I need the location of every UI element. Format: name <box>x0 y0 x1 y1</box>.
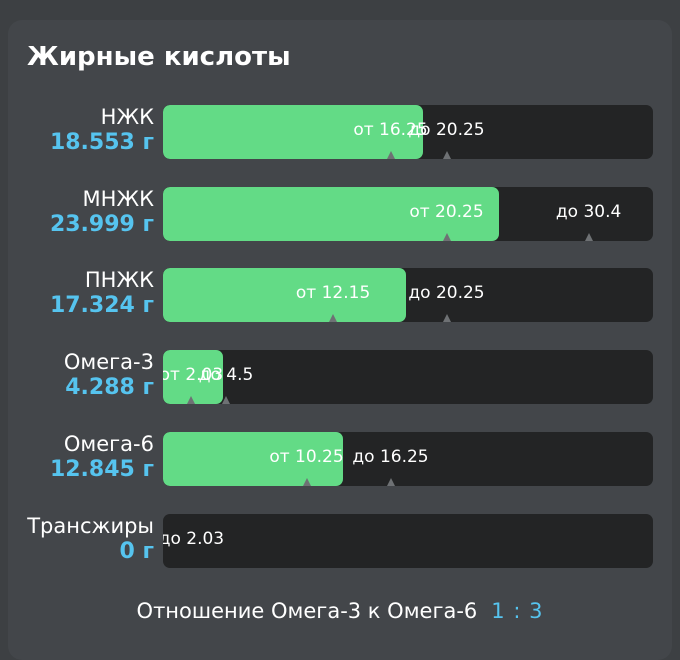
min-marker <box>386 151 395 159</box>
nutrient-name: МНЖК <box>82 187 154 211</box>
nutrient-label: МНЖК 23.999 г <box>50 186 154 238</box>
nutrient-bar: от 2.03 до 4.5 <box>163 350 653 404</box>
min-marker <box>329 314 338 322</box>
nutrient-bar-fill <box>163 350 224 404</box>
nutrient-amount: 0 г <box>119 539 154 564</box>
nutrient-row-trans-fats: Трансжиры 0 г до 2.03 <box>0 514 680 568</box>
nutrient-name: Трансжиры <box>27 514 154 538</box>
nutrient-bar-fill <box>163 432 343 486</box>
nutrient-row-mufa: МНЖК 23.999 г от 20.25 до 30.4 <box>0 187 680 241</box>
nutrient-row-omega6: Омега-6 12.845 г от 10.25 до 16.25 <box>0 432 680 486</box>
max-marker <box>584 233 593 241</box>
nutrient-name: Омега-6 <box>63 432 154 456</box>
max-marker <box>386 478 395 486</box>
nutrient-label: НЖК 18.553 г <box>50 104 154 156</box>
nutrient-bar-fill <box>163 268 406 322</box>
max-marker <box>222 396 230 404</box>
min-norm-label: от 2.03 <box>163 365 224 385</box>
min-marker <box>302 478 311 486</box>
nutrient-bar: от 12.15 до 20.25 <box>163 268 653 322</box>
section-title: Жирные кислоты <box>27 42 291 72</box>
nutrient-bar-fill <box>163 105 423 159</box>
max-norm-label: до 16.25 <box>352 447 429 467</box>
min-norm-label: от 16.25 <box>353 120 428 140</box>
nutrient-amount: 23.999 г <box>49 212 154 237</box>
nutrient-bar: до 2.03 <box>163 514 653 568</box>
nutrient-label: Омега-6 12.845 г <box>50 431 154 483</box>
max-norm-label: до 30.4 <box>555 202 622 222</box>
nutrient-name: Омега-3 <box>63 350 154 374</box>
max-norm-label: до 4.5 <box>198 365 254 385</box>
min-norm-label: от 10.25 <box>269 447 344 467</box>
max-norm-label: до 20.25 <box>408 120 485 140</box>
nutrient-name: ПНЖК <box>84 268 154 292</box>
omega-ratio-label: Отношение Омега-3 к Омега-6 <box>136 599 478 623</box>
nutrient-label: Омега-3 4.288 г <box>64 349 154 401</box>
nutrient-amount: 4.288 г <box>65 375 154 400</box>
nutrient-name: НЖК <box>100 105 154 129</box>
nutrient-bar: от 20.25 до 30.4 <box>163 187 653 241</box>
nutrient-row-sfa: НЖК 18.553 г от 16.25 до 20.25 <box>0 105 680 159</box>
nutrient-label: ПНЖК 17.324 г <box>50 267 154 319</box>
min-norm-label: от 20.25 <box>409 202 484 222</box>
nutrient-row-pufa: ПНЖК 17.324 г от 12.15 до 20.25 <box>0 268 680 322</box>
nutrient-amount: 12.845 г <box>49 457 154 482</box>
nutrient-label: Трансжиры 0 г <box>27 513 154 565</box>
max-norm-label: до 2.03 <box>163 529 225 549</box>
nutrient-amount: 17.324 г <box>49 293 154 318</box>
nutrient-bar: от 10.25 до 16.25 <box>163 432 653 486</box>
min-marker <box>187 396 196 404</box>
nutrient-bar: от 16.25 до 20.25 <box>163 105 653 159</box>
nutrient-amount: 18.553 г <box>49 130 154 155</box>
omega-ratio-value: 1 : 3 <box>491 599 544 623</box>
max-marker <box>442 314 451 322</box>
omega-ratio: Отношение Омега-3 к Омега-6 1 : 3 <box>0 597 680 625</box>
nutrient-row-omega3: Омега-3 4.288 г от 2.03 до 4.5 <box>0 350 680 404</box>
max-norm-label: до 20.25 <box>408 283 485 303</box>
nutrient-bar-fill <box>163 187 499 241</box>
max-marker <box>442 151 451 159</box>
min-marker <box>442 233 451 241</box>
min-norm-label: от 12.15 <box>295 283 371 303</box>
